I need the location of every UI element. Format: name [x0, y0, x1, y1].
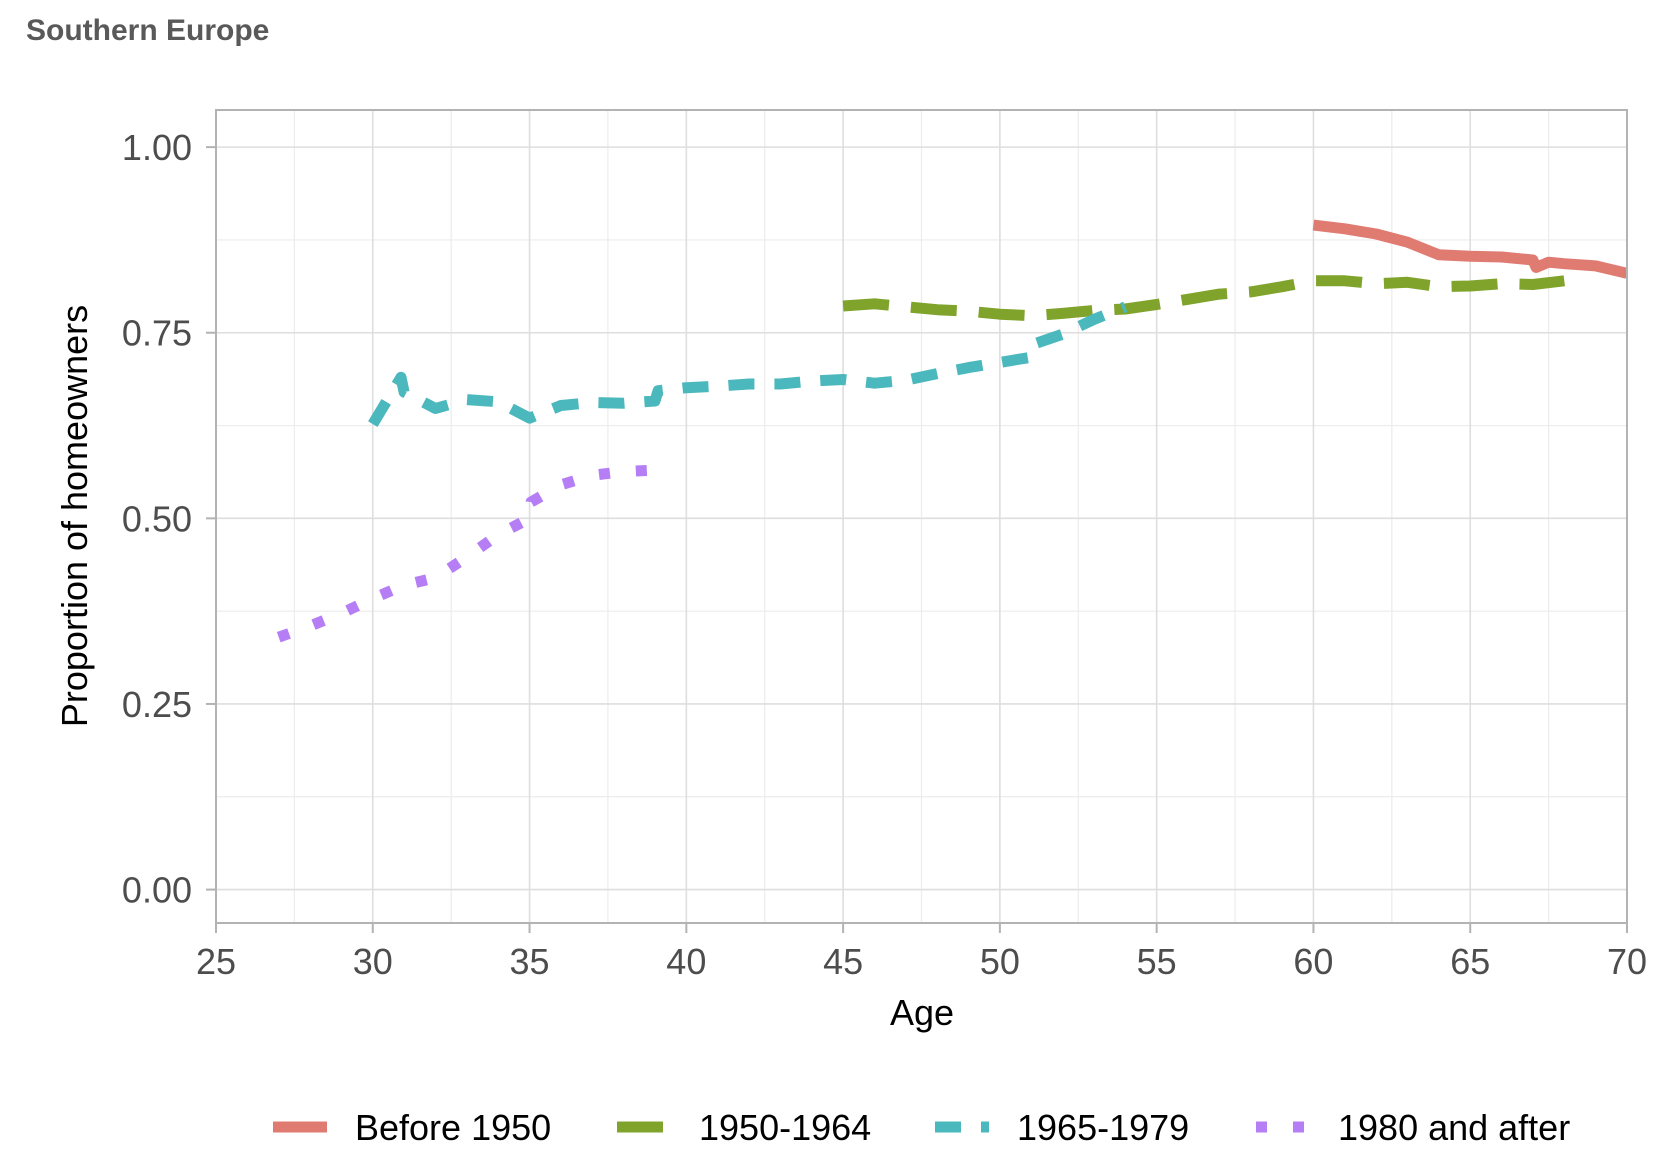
y-tick-label: 1.00: [122, 127, 192, 168]
x-tick-label: 50: [980, 941, 1020, 982]
y-tick-label: 0.75: [122, 313, 192, 354]
series-line-1950-1964: [842, 275, 1565, 322]
x-tick-label: 30: [353, 941, 393, 982]
legend-label: Before 1950: [355, 1107, 551, 1148]
legend: Before 1950 1950-1964 1965-1979 1980 and af…: [273, 1107, 1570, 1148]
x-tick-label: 25: [196, 941, 236, 982]
y-tick-label: 0.25: [122, 684, 192, 725]
x-tick-label: 60: [1293, 941, 1333, 982]
x-tick-label: 55: [1137, 941, 1177, 982]
x-tick-label: 45: [823, 941, 863, 982]
series-line-1980-and-after: [276, 464, 656, 643]
y-axis-title: Proportion of homeowners: [54, 305, 95, 727]
legend-label: 1950-1964: [699, 1107, 871, 1148]
y-axis-ticks: 0.00 0.25 0.50 0.75 1.00: [122, 127, 216, 911]
legend-label: 1980 and after: [1338, 1107, 1570, 1148]
y-tick-label: 0.00: [122, 870, 192, 911]
x-tick-label: 70: [1607, 941, 1647, 982]
x-tick-label: 35: [510, 941, 550, 982]
series-line-1965-1979: [368, 301, 1128, 427]
legend-label: 1965-1979: [1017, 1107, 1189, 1148]
minor-gridlines: [216, 110, 1627, 923]
x-axis-title: Age: [890, 992, 954, 1033]
chart-title: Southern Europe: [26, 14, 270, 47]
series-line-before-1950: [1312, 219, 1629, 279]
plot-border: [215, 109, 1628, 924]
x-axis-ticks: 25 30 35 40 45 50 55 60 65 70: [196, 923, 1647, 982]
series-lines: [276, 219, 1629, 643]
y-tick-label: 0.50: [122, 498, 192, 539]
x-tick-label: 40: [666, 941, 706, 982]
x-tick-label: 65: [1450, 941, 1490, 982]
